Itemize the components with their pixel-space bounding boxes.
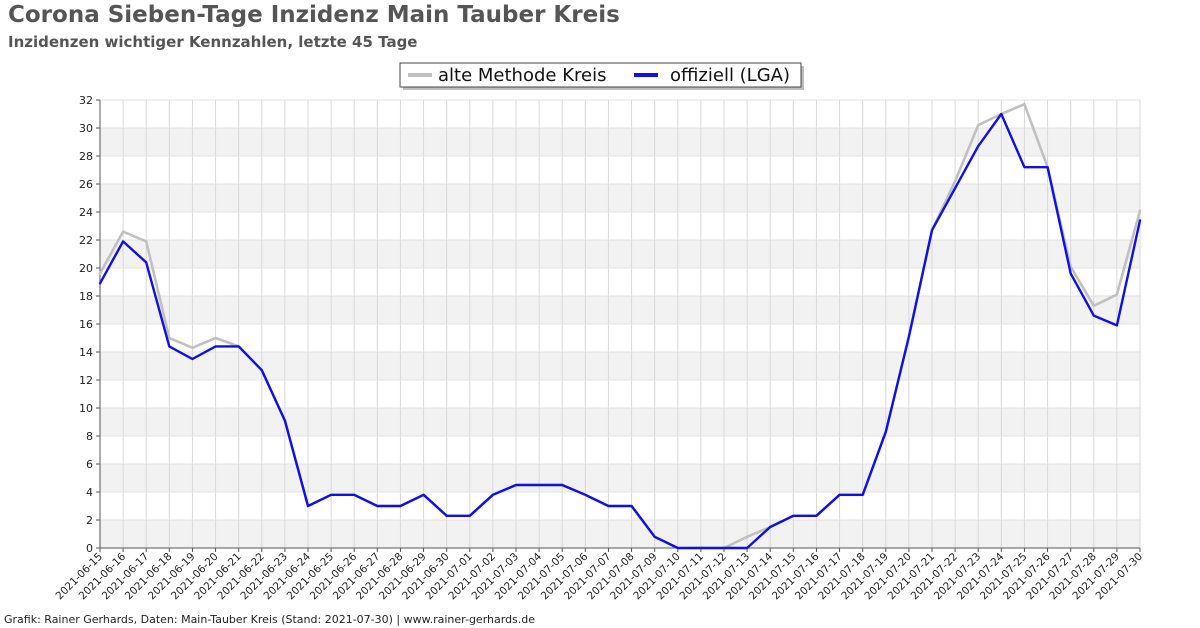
background-band <box>100 184 1140 212</box>
background-band <box>100 408 1140 436</box>
horizontal-gridlines <box>100 99 1140 549</box>
y-tick-label: 20 <box>79 262 93 275</box>
chart-subtitle: Inzidenzen wichtiger Kennzahlen, letzte … <box>8 33 418 51</box>
legend-label: offiziell (LGA) <box>670 65 790 86</box>
legend-label: alte Methode Kreis <box>438 65 606 86</box>
series-line-offiziell <box>98 112 1142 550</box>
y-tick-label: 10 <box>79 402 93 415</box>
y-tick-label: 2 <box>86 514 93 527</box>
background-bands <box>100 128 1140 548</box>
chart-title: Corona Sieben-Tage Inzidenz Main Tauber … <box>8 2 620 28</box>
background-band <box>100 296 1140 324</box>
y-tick-label: 6 <box>86 458 93 471</box>
y-tick-label: 8 <box>86 430 93 443</box>
y-tick-label: 26 <box>79 178 93 191</box>
legend: alte Methode Kreis offiziell (LGA) <box>399 62 804 90</box>
background-band <box>100 464 1140 492</box>
y-tick-label: 30 <box>79 122 93 135</box>
y-tick-label: 28 <box>79 150 93 163</box>
background-band <box>100 520 1140 548</box>
y-tick-label: 18 <box>79 290 93 303</box>
legend-box <box>399 62 802 88</box>
footer-credit: Grafik: Rainer Gerhards, Daten: Main-Tau… <box>4 613 536 626</box>
background-band <box>100 240 1140 268</box>
y-tick-label: 16 <box>79 318 93 331</box>
y-tick-label: 14 <box>79 346 93 359</box>
y-tick-label: 22 <box>79 234 93 247</box>
background-band <box>100 128 1140 156</box>
y-tick-label: 12 <box>79 374 93 387</box>
y-tick-label: 4 <box>86 486 93 499</box>
x-axis-tick-labels: 2021-06-152021-06-162021-06-172021-06-18… <box>53 548 1145 602</box>
series-lines <box>98 102 1142 550</box>
background-band <box>100 352 1140 380</box>
y-tick-label: 24 <box>79 206 93 219</box>
y-tick-label: 0 <box>86 542 93 555</box>
y-tick-label: 32 <box>79 94 93 107</box>
